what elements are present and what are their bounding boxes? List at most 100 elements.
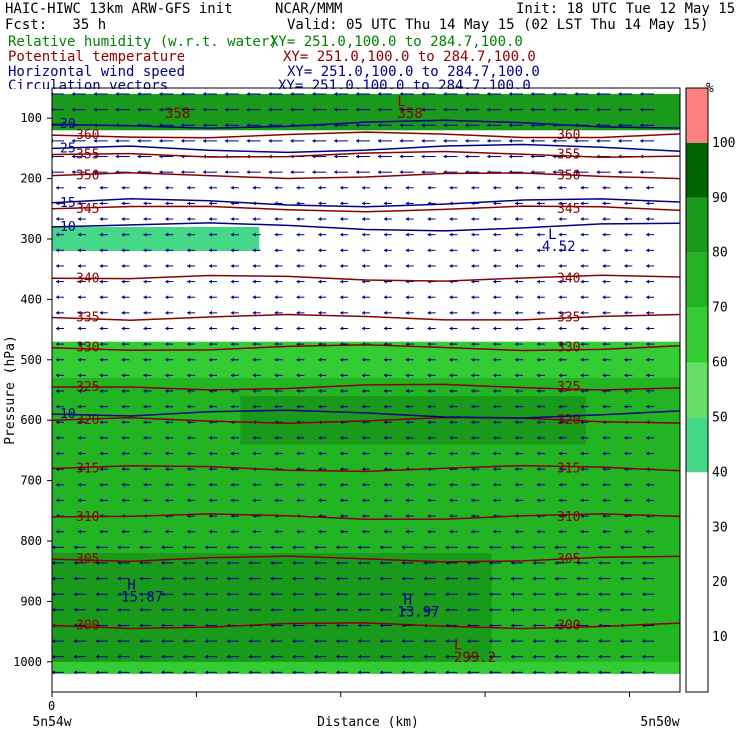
- wind-vector: [580, 263, 589, 268]
- theta-label-345: 345: [76, 202, 99, 217]
- colorbar-label-40: 40: [712, 465, 728, 480]
- wind-vector: [624, 451, 633, 456]
- wind-vector: [515, 326, 523, 331]
- wind-vector: [161, 639, 174, 644]
- wind-vector: [624, 404, 633, 409]
- wind-vector: [121, 248, 130, 253]
- wind-vector: [121, 232, 130, 237]
- wind-vector: [121, 342, 130, 347]
- wind-vector: [314, 592, 327, 597]
- colorbar-cell: [686, 417, 708, 473]
- wind-vector: [421, 154, 436, 159]
- wind-vector: [161, 607, 174, 612]
- theta-label-right-325: 325: [557, 380, 580, 395]
- wind-vector: [274, 279, 283, 284]
- wind-contour-25: [52, 143, 680, 154]
- wind-vector: [362, 217, 370, 222]
- wind-vector: [423, 592, 436, 597]
- wind-vector: [362, 389, 370, 393]
- rh-fill-layer: [52, 94, 680, 674]
- wind-vector: [226, 592, 239, 597]
- wind-vector: [646, 201, 655, 206]
- wind-vector: [121, 279, 130, 284]
- wind-vector: [640, 138, 655, 143]
- wind-vector: [646, 482, 655, 487]
- wind-vector: [383, 529, 392, 534]
- wind-vector: [56, 389, 64, 393]
- wind-vector: [137, 138, 152, 143]
- wind-vector: [95, 545, 108, 550]
- wind-label-25: 25: [60, 141, 76, 156]
- wind-vector: [290, 170, 305, 175]
- wind-vector: [205, 654, 217, 659]
- wind-vector: [270, 592, 283, 597]
- wind-vector: [596, 92, 611, 96]
- wind-vector: [602, 263, 611, 268]
- wind-vector: [471, 389, 480, 393]
- wind-vector: [362, 248, 370, 253]
- x-axis: [51, 692, 630, 697]
- wind-vector: [489, 670, 502, 675]
- y-tick-label-900: 900: [20, 594, 42, 608]
- wind-vector: [181, 92, 196, 96]
- colorbar-frame: [685, 87, 709, 693]
- y-tick-label-600: 600: [20, 413, 42, 427]
- wind-vector: [618, 123, 633, 128]
- wind-vector: [121, 435, 130, 440]
- theta-label-right-350: 350: [557, 169, 580, 184]
- wind-vector: [230, 263, 239, 268]
- wind-vector: [377, 138, 392, 143]
- wind-vector: [77, 482, 86, 487]
- wind-vector: [642, 639, 655, 644]
- wind-vector: [143, 185, 152, 190]
- colorbar-cell: [686, 307, 708, 363]
- wind-vector: [93, 170, 108, 175]
- theta-label-right-360: 360: [557, 128, 580, 143]
- wind-vector: [230, 373, 239, 378]
- wind-vector: [493, 310, 502, 315]
- wind-vector: [137, 107, 152, 112]
- wind-vector: [511, 623, 523, 628]
- wind-vector: [296, 498, 305, 503]
- colorbar-label-10: 10: [712, 630, 728, 645]
- wind-vector: [552, 92, 567, 96]
- wind-vector: [624, 217, 633, 222]
- wind-vector: [187, 185, 196, 190]
- wind-vector: [77, 451, 86, 456]
- wind-vector: [618, 170, 633, 175]
- wind-vector: [558, 357, 567, 362]
- wind-vector: [532, 560, 545, 565]
- wind-vector: [493, 295, 502, 300]
- wind-vector: [536, 217, 545, 222]
- wind-vector: [383, 389, 392, 393]
- wind-vector: [493, 498, 502, 503]
- wind-vector: [121, 420, 130, 425]
- wind-vector: [646, 185, 655, 190]
- wind-vector: [401, 560, 414, 565]
- wind-vector: [489, 592, 502, 597]
- wind-vector: [598, 670, 611, 675]
- wind-vector: [558, 389, 567, 393]
- wind-vector: [580, 482, 589, 487]
- wind-vector: [336, 670, 349, 675]
- wind-vector: [532, 576, 545, 581]
- wind-vector: [580, 529, 589, 534]
- wind-vector: [52, 560, 64, 565]
- wind-vector: [536, 326, 545, 331]
- wind-vector: [558, 435, 567, 440]
- wind-vector: [230, 404, 239, 409]
- theta-contour-350: [52, 171, 680, 180]
- wind-vector: [318, 451, 327, 456]
- wind-vector: [248, 670, 261, 675]
- wind-vector: [598, 639, 611, 644]
- wind-vector: [143, 295, 152, 300]
- wind-vector: [536, 295, 545, 300]
- wind-vector: [340, 248, 349, 253]
- wind-vector: [203, 92, 217, 96]
- x-right-label: 5n50w: [640, 715, 679, 730]
- wind-vector: [602, 279, 611, 284]
- wind-vector: [99, 498, 108, 503]
- wind-vector: [362, 295, 370, 300]
- wind-vector: [296, 451, 305, 456]
